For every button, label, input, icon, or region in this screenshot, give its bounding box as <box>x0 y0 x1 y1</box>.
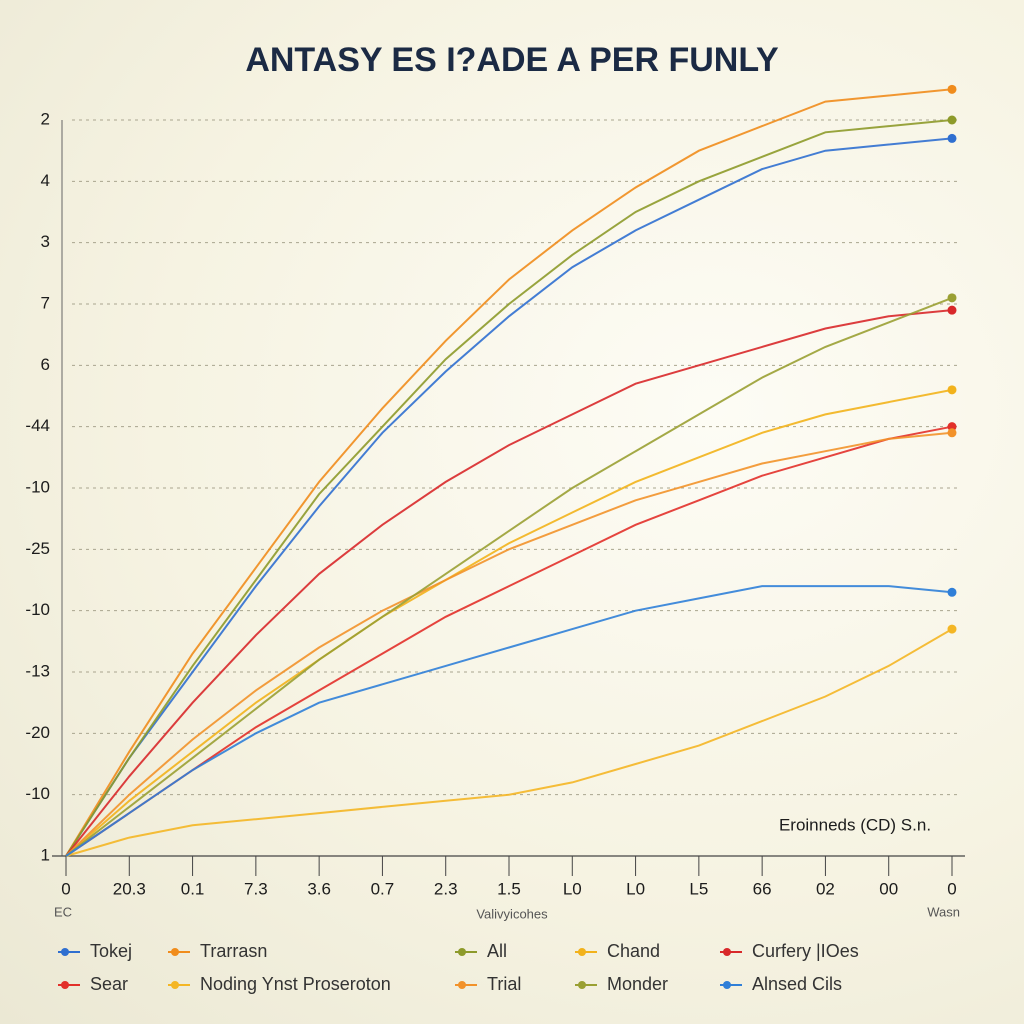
legend-label: Curfery |IOes <box>752 941 859 961</box>
y-tick-label: -10 <box>25 600 50 619</box>
y-tick-label: 1 <box>41 845 50 864</box>
legend-marker <box>578 981 586 989</box>
series-line <box>65 296 953 857</box>
y-tick-label: 7 <box>41 293 50 312</box>
end-marker <box>947 133 957 143</box>
legend-label: Sear <box>90 974 128 994</box>
x-tick-label: 1.5 <box>497 879 521 898</box>
legend-label: Alnsed Cils <box>752 974 842 994</box>
legend-marker <box>723 981 731 989</box>
x-tick-label: 7.3 <box>244 879 268 898</box>
series-line <box>65 585 953 857</box>
legend-label: Monder <box>607 974 668 994</box>
end-marker <box>947 385 957 395</box>
y-tick-label: 6 <box>41 355 50 374</box>
x-tick-label: 0.7 <box>371 879 395 898</box>
legend-marker <box>61 981 69 989</box>
legend-label: Tokej <box>90 941 132 961</box>
y-tick-label: -10 <box>25 784 50 803</box>
x-tick-label: 2.3 <box>434 879 458 898</box>
legend-label: Trial <box>487 974 521 994</box>
x-corner-label: Wasn <box>927 904 960 919</box>
x-tick-label: 02 <box>816 879 835 898</box>
legend-label: Chand <box>607 941 660 961</box>
y-tick-label: 4 <box>41 171 50 190</box>
annotation: Eroinneds (CD) S.n. <box>779 815 931 834</box>
end-marker <box>947 293 957 303</box>
legend-marker <box>458 981 466 989</box>
x-tick-label: L5 <box>689 879 708 898</box>
y-tick-label: 3 <box>41 232 50 251</box>
series-line <box>65 628 953 857</box>
x-tick-label: L0 <box>563 879 582 898</box>
legend-marker <box>578 948 586 956</box>
legend-marker <box>723 948 731 956</box>
legend-marker <box>171 948 179 956</box>
x-tick-label: 0.1 <box>181 879 205 898</box>
legend-marker <box>458 948 466 956</box>
x-tick-label: 66 <box>753 879 772 898</box>
end-marker <box>947 624 957 634</box>
chart-title: ANTASY ES I?ADE A PER FUNLY <box>245 41 779 79</box>
x-axis-label: Valivyicohes <box>476 906 548 921</box>
series-line <box>65 119 953 857</box>
legend-label: All <box>487 941 507 961</box>
legend-label: Noding Ynst Proseroton <box>200 974 391 994</box>
x-tick-label: 0 <box>61 879 70 898</box>
series-line <box>65 137 953 857</box>
series-line <box>65 431 953 857</box>
end-marker <box>947 115 957 125</box>
x-tick-label: 0 <box>947 879 956 898</box>
x-tick-label: 00 <box>879 879 898 898</box>
series-line <box>65 88 953 857</box>
y-tick-label: -25 <box>25 539 50 558</box>
x-tick-label: 3.6 <box>307 879 331 898</box>
end-marker <box>947 84 957 94</box>
end-marker <box>947 587 957 597</box>
series-line <box>65 388 953 857</box>
series-line <box>65 309 953 857</box>
y-tick-label: -44 <box>25 416 50 435</box>
legend-marker <box>171 981 179 989</box>
y-tick-label: 2 <box>41 109 50 128</box>
x-tick-label: L0 <box>626 879 645 898</box>
x-tick-label: 20.3 <box>113 879 146 898</box>
y-tick-label: -10 <box>25 477 50 496</box>
legend-label: Trarrasn <box>200 941 267 961</box>
x-corner-label: EC <box>54 904 72 919</box>
y-tick-label: -20 <box>25 723 50 742</box>
legend-marker <box>61 948 69 956</box>
series-line <box>65 425 953 857</box>
y-tick-label: -13 <box>25 661 50 680</box>
end-marker <box>947 305 957 315</box>
end-marker <box>947 428 957 438</box>
